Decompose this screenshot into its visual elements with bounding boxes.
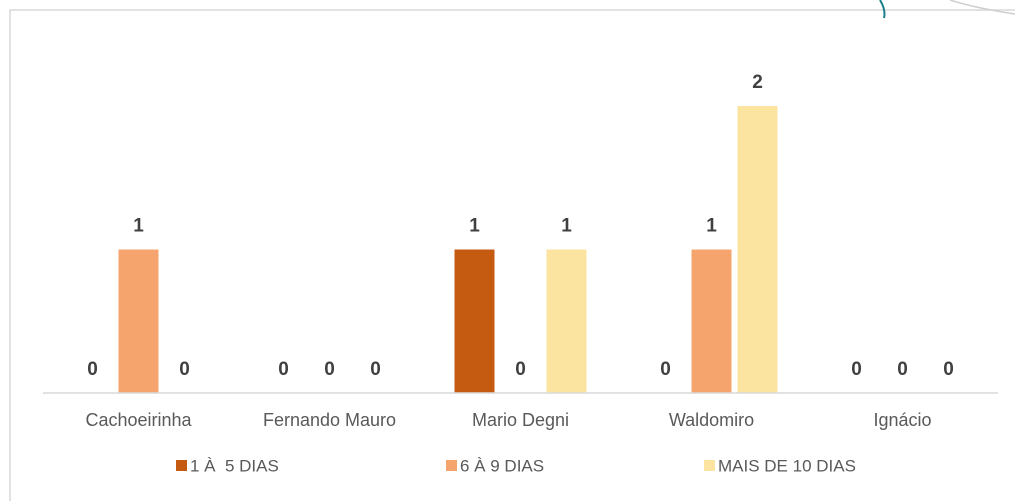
decoration — [949, 0, 1015, 15]
bar — [546, 249, 587, 393]
legend-label: 1 À 5 DIAS — [190, 456, 279, 475]
data-label: 0 — [278, 359, 289, 380]
frame — [9, 9, 1015, 501]
decoration — [879, 0, 886, 19]
data-label: 0 — [660, 359, 671, 380]
x-tick-label: Ignácio — [873, 410, 931, 430]
x-tick-label: Mario Degni — [472, 410, 569, 430]
bar — [454, 249, 495, 393]
data-label: 1 — [469, 216, 480, 237]
data-label: 2 — [752, 72, 763, 93]
x-tick-label: Fernando Mauro — [263, 410, 396, 430]
data-label: 0 — [851, 359, 862, 380]
data-label: 0 — [897, 359, 908, 380]
data-label: 0 — [87, 359, 98, 380]
data-label: 0 — [324, 359, 335, 380]
x-tick-label: Waldomiro — [669, 410, 754, 430]
legend-swatch — [704, 460, 715, 471]
data-label: 1 — [133, 216, 144, 237]
x-tick-label: Cachoeirinha — [85, 410, 192, 430]
data-label: 0 — [943, 359, 954, 380]
data-label: 1 — [706, 216, 717, 237]
legend-label: MAIS DE 10 DIAS — [718, 456, 856, 475]
data-label: 0 — [515, 359, 526, 380]
bar — [118, 249, 159, 393]
bar — [737, 106, 778, 393]
legend-swatch — [446, 460, 457, 471]
bar — [691, 249, 732, 393]
legend-swatch — [176, 460, 187, 471]
legend-label: 6 À 9 DIAS — [460, 456, 544, 475]
data-label: 1 — [561, 216, 572, 237]
data-label: 0 — [370, 359, 381, 380]
data-label: 0 — [179, 359, 190, 380]
